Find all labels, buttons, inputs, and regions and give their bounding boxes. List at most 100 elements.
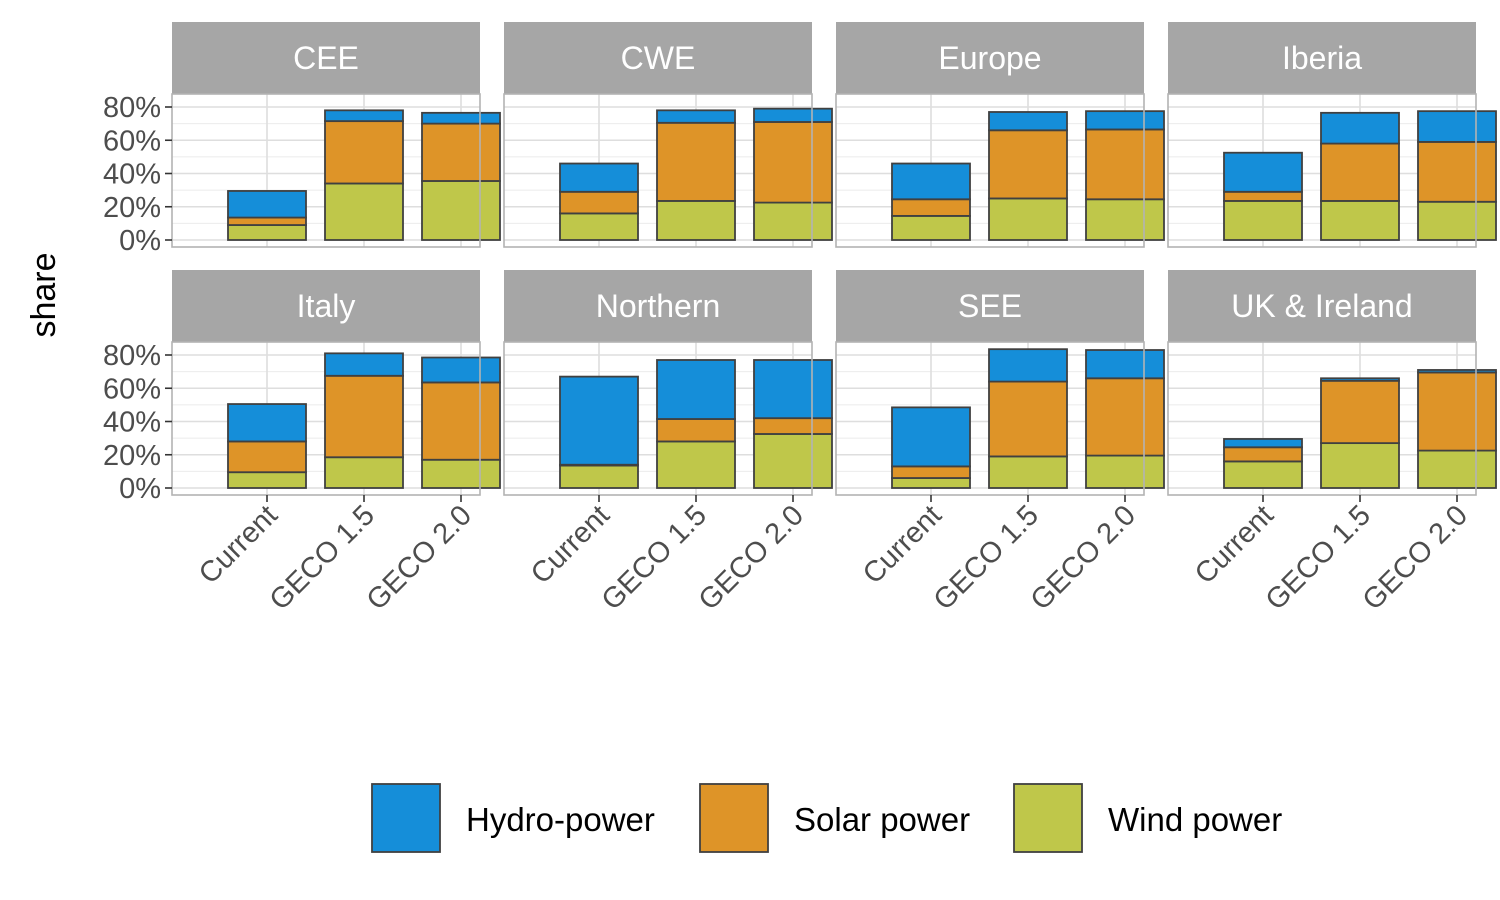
bar-segment-hydro-power xyxy=(656,359,736,420)
bar-segment-wind-power xyxy=(1320,200,1400,241)
panel-border xyxy=(1167,93,1477,248)
bar-segment-solar-power xyxy=(656,121,736,202)
panel-border xyxy=(503,341,813,496)
y-axis-title: share xyxy=(25,252,63,337)
panel-border xyxy=(1167,341,1477,496)
bar-segment-hydro-power xyxy=(421,356,501,384)
bar-segment-wind-power xyxy=(753,201,833,241)
bar-segment-wind-power xyxy=(988,455,1068,489)
bar-segment-hydro-power xyxy=(559,375,639,466)
bar-segment-solar-power xyxy=(753,417,833,435)
bar-segment-wind-power xyxy=(1320,442,1400,489)
bar-segment-hydro-power xyxy=(656,109,736,124)
bar-segment-hydro-power xyxy=(891,406,971,468)
bar-segment-wind-power xyxy=(1085,454,1165,489)
bar-segment-hydro-power xyxy=(988,348,1068,383)
bar-segment-hydro-power xyxy=(1223,438,1303,449)
y-tick-label: 20% xyxy=(103,440,161,472)
bar-segment-solar-power xyxy=(891,465,971,479)
facet-label: Italy xyxy=(297,288,356,324)
bar-segment-solar-power xyxy=(1085,128,1165,201)
facet-strip xyxy=(836,22,1144,94)
bar-segment-solar-power xyxy=(656,418,736,443)
bar-segment-hydro-power xyxy=(1417,110,1497,143)
y-tick-label: 0% xyxy=(119,225,161,257)
bar-segment-solar-power xyxy=(1320,142,1400,202)
facet-strip xyxy=(836,270,1144,342)
facet-label: Iberia xyxy=(1282,40,1362,76)
bar-segment-wind-power xyxy=(559,464,639,489)
facet-panel: CEE 0%20%40%60%80% xyxy=(103,22,501,257)
bar-segment-solar-power xyxy=(1223,446,1303,463)
bar-segment-solar-power xyxy=(1417,141,1497,203)
x-tick-label: GECO 2.0 xyxy=(693,499,810,616)
bar-segment-wind-power xyxy=(421,180,501,241)
y-tick-label: 20% xyxy=(103,192,161,224)
bar-segment-hydro-power xyxy=(559,162,639,193)
panel-border xyxy=(171,93,481,248)
bar-segment-wind-power xyxy=(1417,200,1497,241)
bar-segment-hydro-power xyxy=(227,190,307,219)
x-tick-label: Current xyxy=(193,499,284,590)
legend-key xyxy=(1013,783,1083,853)
bar-segment-wind-power xyxy=(988,197,1068,241)
facet-strip xyxy=(1168,270,1476,342)
bar-segment-hydro-power xyxy=(988,111,1068,132)
legend-key xyxy=(371,783,441,853)
bar-segment-solar-power xyxy=(421,122,501,182)
bar-segment-hydro-power xyxy=(421,111,501,125)
bar-segment-wind-power xyxy=(324,456,404,489)
facet-label: Europe xyxy=(938,40,1041,76)
bar-segment-hydro-power xyxy=(1320,377,1400,382)
bar-segment-solar-power xyxy=(988,380,1068,458)
bar-segment-wind-power xyxy=(1085,198,1165,241)
bar-segment-solar-power xyxy=(421,381,501,461)
x-tick-label: Current xyxy=(525,499,616,590)
facet-label: SEE xyxy=(958,288,1022,324)
bar-segment-wind-power xyxy=(421,458,501,489)
x-tick-label: Current xyxy=(857,499,948,590)
bar-segment-hydro-power xyxy=(227,403,307,443)
legend-key xyxy=(699,783,769,853)
x-tick-label: GECO 2.0 xyxy=(361,499,478,616)
facet-strip xyxy=(172,270,480,342)
x-tick-label: GECO 2.0 xyxy=(1025,499,1142,616)
bar-segment-solar-power xyxy=(1085,377,1165,457)
facet-strip xyxy=(504,270,812,342)
bar-segment-solar-power xyxy=(324,374,404,459)
facet-strip xyxy=(504,22,812,94)
bar-segment-wind-power xyxy=(656,440,736,489)
legend-label: Hydro-power xyxy=(466,801,655,838)
bar-segment-solar-power xyxy=(227,216,307,226)
bar-segment-hydro-power xyxy=(753,107,833,123)
facet-label: UK & Ireland xyxy=(1231,288,1412,324)
panel-border xyxy=(835,341,1145,496)
bar-segment-wind-power xyxy=(891,214,971,241)
bar-segment-wind-power xyxy=(656,200,736,241)
bar-segment-solar-power xyxy=(891,198,971,217)
bar-segment-wind-power xyxy=(227,471,307,489)
bar-segment-hydro-power xyxy=(1320,111,1400,145)
facet-panel: Europe xyxy=(835,22,1165,248)
legend: Hydro-power Solar power Wind power xyxy=(371,783,1282,853)
bar-segment-wind-power xyxy=(753,433,833,489)
bar-segment-solar-power xyxy=(753,121,833,204)
x-tick-label: GECO 1.5 xyxy=(596,499,713,616)
x-tick-label: GECO 2.0 xyxy=(1357,499,1474,616)
facet-label: Northern xyxy=(596,288,721,324)
facet-strip xyxy=(172,22,480,94)
bar-segment-hydro-power xyxy=(1085,110,1165,131)
y-tick-label: 60% xyxy=(103,125,161,157)
panel-border xyxy=(835,93,1145,248)
y-tick-label: 80% xyxy=(103,92,161,124)
x-tick-label: GECO 1.5 xyxy=(928,499,1045,616)
bar-segment-wind-power xyxy=(1417,449,1497,489)
bar-segment-solar-power xyxy=(559,190,639,215)
y-tick-label: 0% xyxy=(119,473,161,505)
panel-border xyxy=(171,341,481,496)
bar-segment-solar-power xyxy=(227,440,307,474)
facet-label: CWE xyxy=(621,40,696,76)
